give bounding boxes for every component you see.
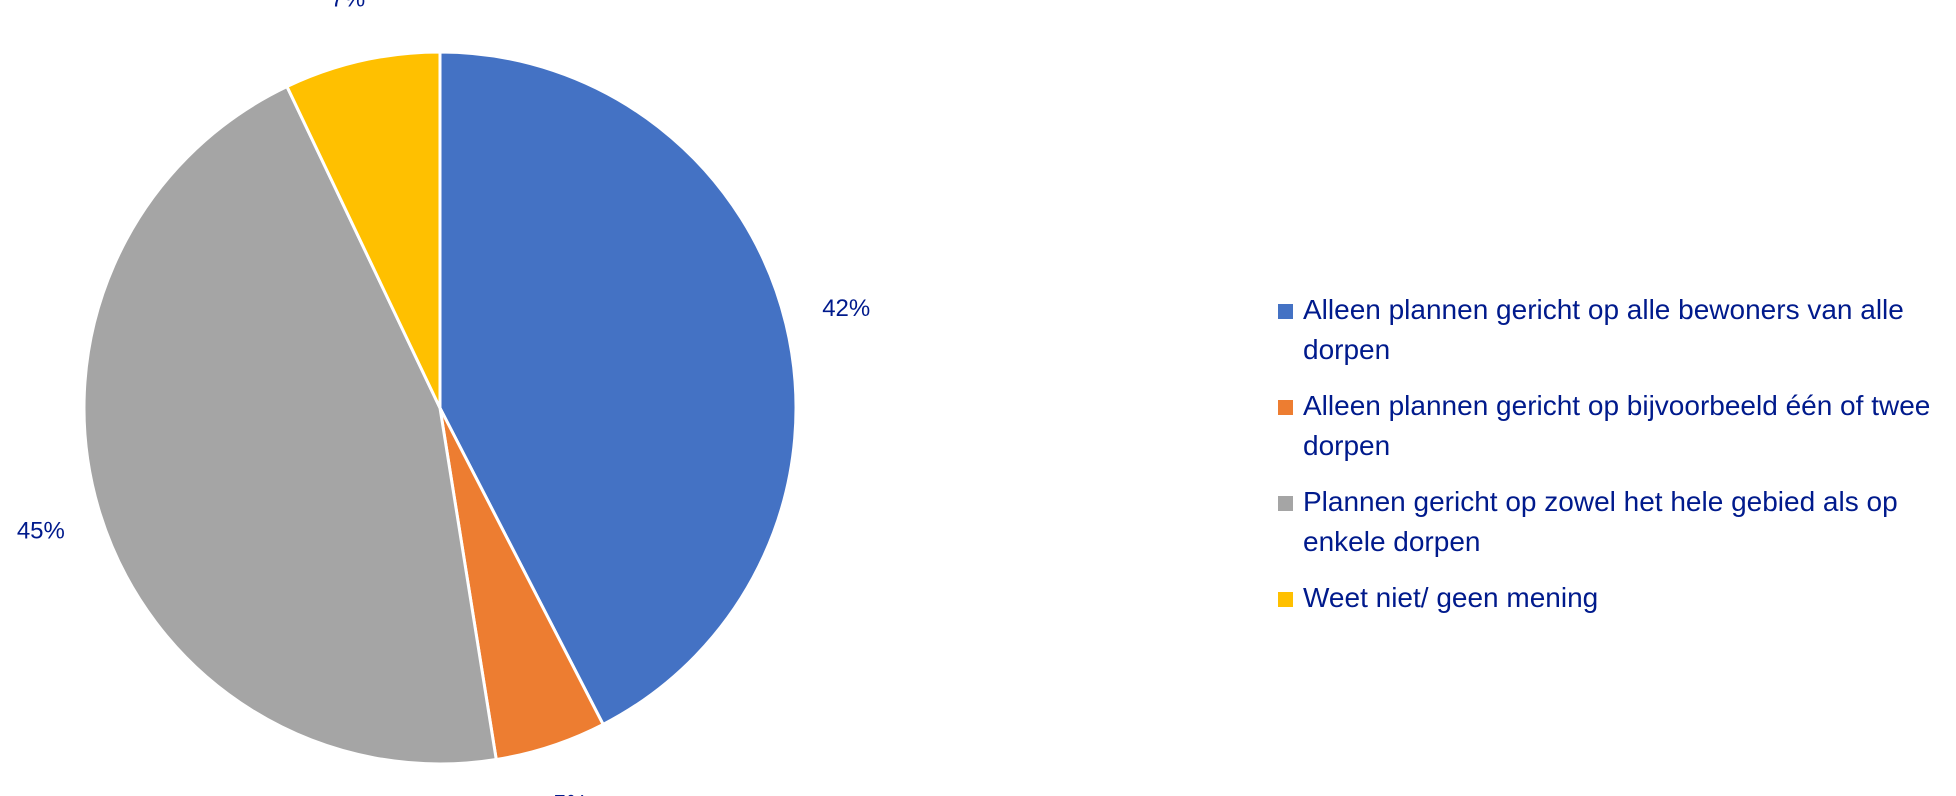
- legend-item: Alleen plannen gericht op bijvoorbeeld é…: [1278, 386, 1956, 466]
- pie-slice: [438, 50, 798, 726]
- pie-data-label: 7%: [331, 0, 366, 13]
- legend-item: Alleen plannen gericht op alle bewoners …: [1278, 290, 1956, 370]
- legend-label: Plannen gericht op zowel het hele gebied…: [1303, 486, 1898, 557]
- legend-swatch: [1278, 400, 1293, 415]
- legend-swatch: [1278, 592, 1293, 607]
- pie-data-label: 42%: [822, 295, 870, 322]
- legend-label: Alleen plannen gericht op alle bewoners …: [1303, 294, 1904, 365]
- pie-data-labels: 42% 5% 45% 7%: [17, 0, 870, 796]
- pie-slice: [285, 50, 442, 410]
- pie-data-label: 5%: [553, 790, 588, 796]
- pie-data-label: 45%: [17, 517, 65, 544]
- legend-swatch: [1278, 496, 1293, 511]
- legend-swatch: [1278, 304, 1293, 319]
- chart-legend: Alleen plannen gericht op alle bewoners …: [1278, 290, 1956, 634]
- legend-item: Weet niet/ geen mening: [1278, 578, 1956, 618]
- pie-slices: [82, 50, 798, 766]
- legend-label: Alleen plannen gericht op bijvoorbeeld é…: [1303, 390, 1931, 461]
- legend-item: Plannen gericht op zowel het hele gebied…: [1278, 482, 1956, 562]
- legend-label: Weet niet/ geen mening: [1303, 582, 1599, 613]
- pie-slice: [82, 85, 498, 766]
